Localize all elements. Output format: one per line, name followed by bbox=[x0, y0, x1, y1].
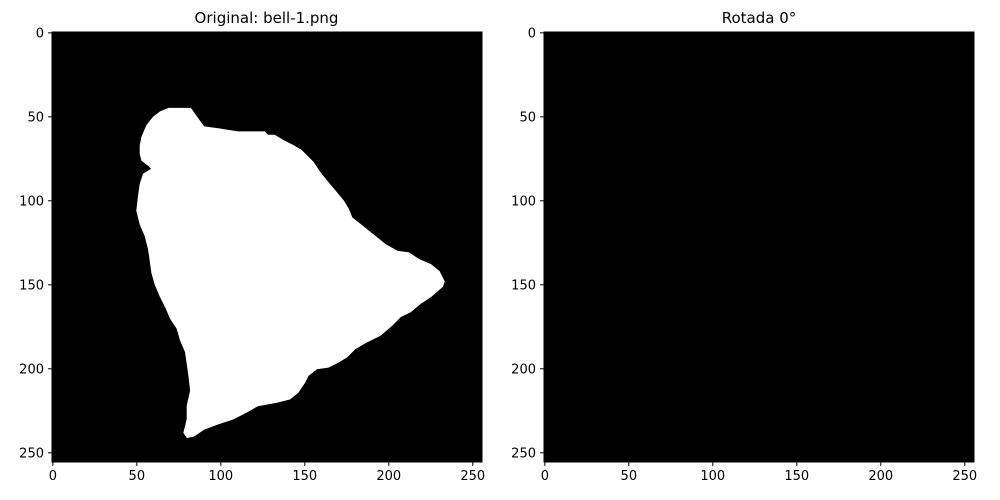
y-tick-label: 100 bbox=[19, 194, 44, 209]
y-axis-ticks: 0 50 100 150 200 250 bbox=[511, 26, 544, 461]
axes-frame bbox=[51, 31, 483, 463]
y-tick-label: 50 bbox=[27, 110, 44, 125]
bell-shape bbox=[136, 107, 445, 439]
x-axis-ticks: 0 50 100 150 200 250 bbox=[541, 462, 977, 484]
panel-original: Original: bell-1.png 0 50 100 150 200 250 0 50… bbox=[19, 9, 485, 484]
x-tick-label: 100 bbox=[700, 469, 725, 484]
x-tick-label: 250 bbox=[952, 469, 977, 484]
x-tick-label: 250 bbox=[460, 469, 485, 484]
y-axis-ticks: 0 50 100 150 200 250 bbox=[19, 26, 52, 461]
y-tick-label: 150 bbox=[511, 278, 536, 293]
y-tick-label: 150 bbox=[19, 278, 44, 293]
x-tick-label: 100 bbox=[208, 469, 233, 484]
x-tick-label: 0 bbox=[49, 469, 57, 484]
x-tick-label: 50 bbox=[129, 469, 146, 484]
x-tick-label: 150 bbox=[784, 469, 809, 484]
x-tick-label: 150 bbox=[292, 469, 317, 484]
image-area bbox=[51, 31, 483, 463]
x-tick-label: 200 bbox=[868, 469, 893, 484]
y-tick-label: 0 bbox=[528, 26, 536, 41]
image-area bbox=[543, 31, 975, 463]
panel-rotated: Rotada 0° 0 50 100 150 200 250 0 50 100 150 200 25… bbox=[511, 9, 977, 484]
y-tick-label: 100 bbox=[511, 194, 536, 209]
y-tick-label: 200 bbox=[19, 362, 44, 377]
x-axis-ticks: 0 50 100 150 200 250 bbox=[49, 462, 485, 484]
x-tick-label: 0 bbox=[541, 469, 549, 484]
axes-frame bbox=[543, 31, 975, 463]
y-tick-label: 250 bbox=[19, 446, 44, 461]
x-tick-label: 50 bbox=[621, 469, 638, 484]
y-tick-label: 200 bbox=[511, 362, 536, 377]
y-tick-label: 0 bbox=[36, 26, 44, 41]
panel-title: Rotada 0° bbox=[722, 9, 797, 27]
panel-title: Original: bell-1.png bbox=[195, 9, 339, 27]
x-tick-label: 200 bbox=[376, 469, 401, 484]
y-tick-label: 250 bbox=[511, 446, 536, 461]
image-background bbox=[544, 32, 974, 462]
y-tick-label: 50 bbox=[519, 110, 536, 125]
